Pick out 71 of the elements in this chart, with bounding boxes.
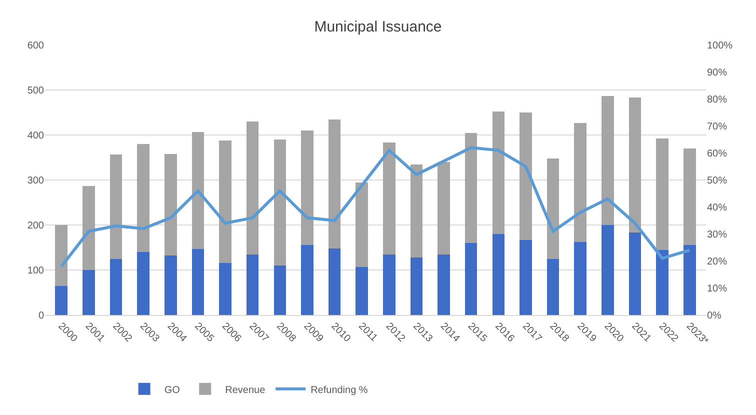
y-tick-label: 400: [27, 130, 44, 142]
y2-tick-label: 60%: [707, 148, 728, 160]
bar: [137, 252, 150, 315]
y2-tick-label: 90%: [707, 68, 728, 78]
bar: [274, 140, 286, 266]
y2-tick-label: 40%: [707, 202, 728, 214]
bar: [82, 270, 95, 315]
y-tick-label: 600: [27, 40, 44, 52]
y2-tick-label: 50%: [707, 176, 728, 186]
bar: [656, 250, 668, 315]
bar: [301, 130, 314, 245]
bar: [301, 244, 314, 315]
bar: [383, 142, 396, 254]
bar: [464, 243, 478, 315]
bar: [602, 225, 614, 315]
bar: [164, 154, 177, 256]
y2-tick-label: 80%: [707, 94, 728, 106]
y2-tick-label: 10%: [707, 284, 728, 294]
bar: [356, 266, 368, 315]
bar: [602, 96, 614, 225]
line-series: [60, 146, 692, 268]
bar: [219, 140, 232, 263]
bar: [683, 148, 696, 245]
bar: [546, 158, 560, 260]
y-tick-label: 500: [27, 86, 44, 96]
bar: [55, 225, 68, 286]
bar: [464, 132, 478, 243]
bar: [628, 98, 642, 233]
bar: [683, 244, 696, 315]
y-tick-label: 100: [27, 266, 44, 276]
bar: [492, 234, 505, 315]
y2-tick-label: 20%: [707, 256, 728, 268]
y2-tick-label: 30%: [707, 230, 728, 240]
bar: [574, 242, 586, 315]
bar: [492, 112, 505, 234]
bar: [110, 154, 122, 259]
bar: [164, 256, 177, 315]
bar: [520, 240, 532, 315]
bar: [438, 254, 450, 315]
bar: [574, 122, 586, 242]
bar: [438, 162, 450, 254]
bar: [546, 259, 560, 315]
y2-tick-label: 100%: [707, 40, 733, 52]
bar: [82, 186, 95, 270]
bar: [110, 258, 122, 315]
bar: [383, 254, 396, 315]
bar: [356, 182, 368, 267]
bar: [137, 144, 150, 252]
bar: [219, 262, 232, 315]
legend-label: GO: [164, 384, 180, 396]
bar: [246, 122, 259, 255]
chart-title: Municipal Issuance: [314, 18, 442, 36]
y-tick-label: 0: [38, 310, 44, 322]
bar: [55, 286, 68, 315]
y-tick-label: 300: [27, 176, 44, 186]
bar: [192, 248, 204, 315]
bar: [410, 164, 423, 258]
bar: [656, 138, 668, 250]
bar: [328, 248, 341, 315]
legend-label: Revenue: [225, 384, 266, 396]
legend-label: Refunding %: [310, 384, 368, 396]
bar: [520, 112, 532, 240]
bar: [274, 266, 286, 315]
y2-tick-label: 0%: [707, 310, 722, 322]
bar: [246, 254, 259, 315]
bar: [192, 132, 204, 249]
bar: [328, 119, 341, 248]
y-tick-label: 200: [27, 220, 44, 232]
y2-tick-label: 70%: [707, 122, 728, 132]
bar: [410, 257, 423, 315]
bar: [628, 232, 642, 315]
